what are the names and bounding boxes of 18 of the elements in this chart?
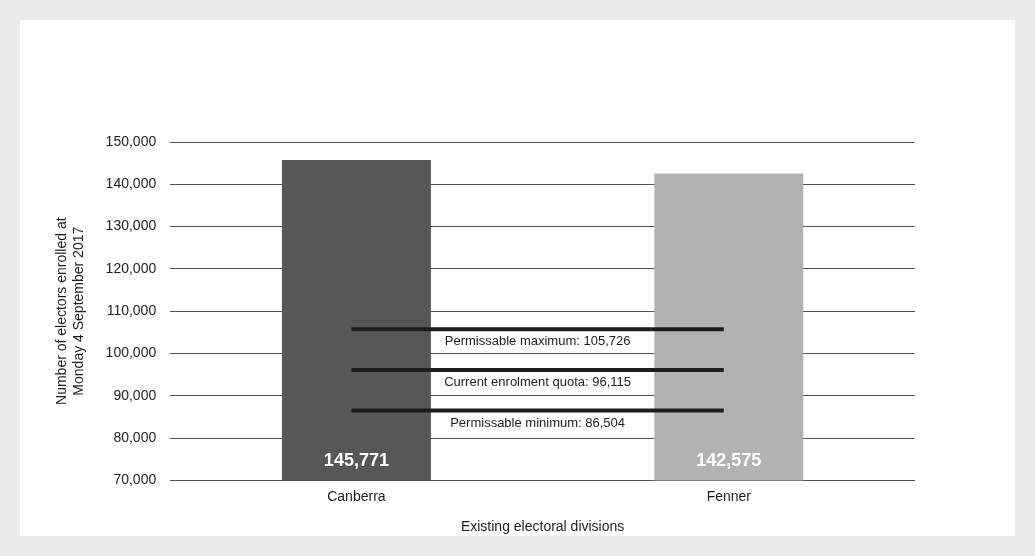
y-tick-label: 110,000 — [106, 302, 157, 319]
ref-line-label: Current enrolment quota: 96,115 — [444, 374, 632, 390]
y-tick-label: 90,000 — [113, 386, 157, 403]
x-tick-label: Canberra — [327, 487, 386, 504]
y-tick-label: 140,000 — [105, 175, 157, 192]
y-tick-label: 120,000 — [105, 259, 157, 276]
y-tick-label: 130,000 — [105, 217, 157, 234]
data-label: 145,771 — [323, 450, 389, 471]
y-axis-title: Number of electors enrolled at Monday 4 September 2017 — [53, 217, 87, 405]
ref-line-label: Permissable maximum: 105,726 — [444, 333, 631, 349]
x-axis-title: Existing electoral divisions — [460, 518, 625, 535]
ref-line-label: Permissable minimum: 86,504 — [450, 414, 626, 430]
data-label: 142,575 — [696, 450, 762, 471]
y-tick-label: 100,000 — [105, 344, 157, 361]
y-tick-label: 70,000 — [113, 471, 157, 488]
x-tick-label: Fenner — [706, 487, 752, 504]
y-tick-label: 80,000 — [113, 428, 157, 445]
y-tick-label: 150,000 — [105, 132, 157, 149]
